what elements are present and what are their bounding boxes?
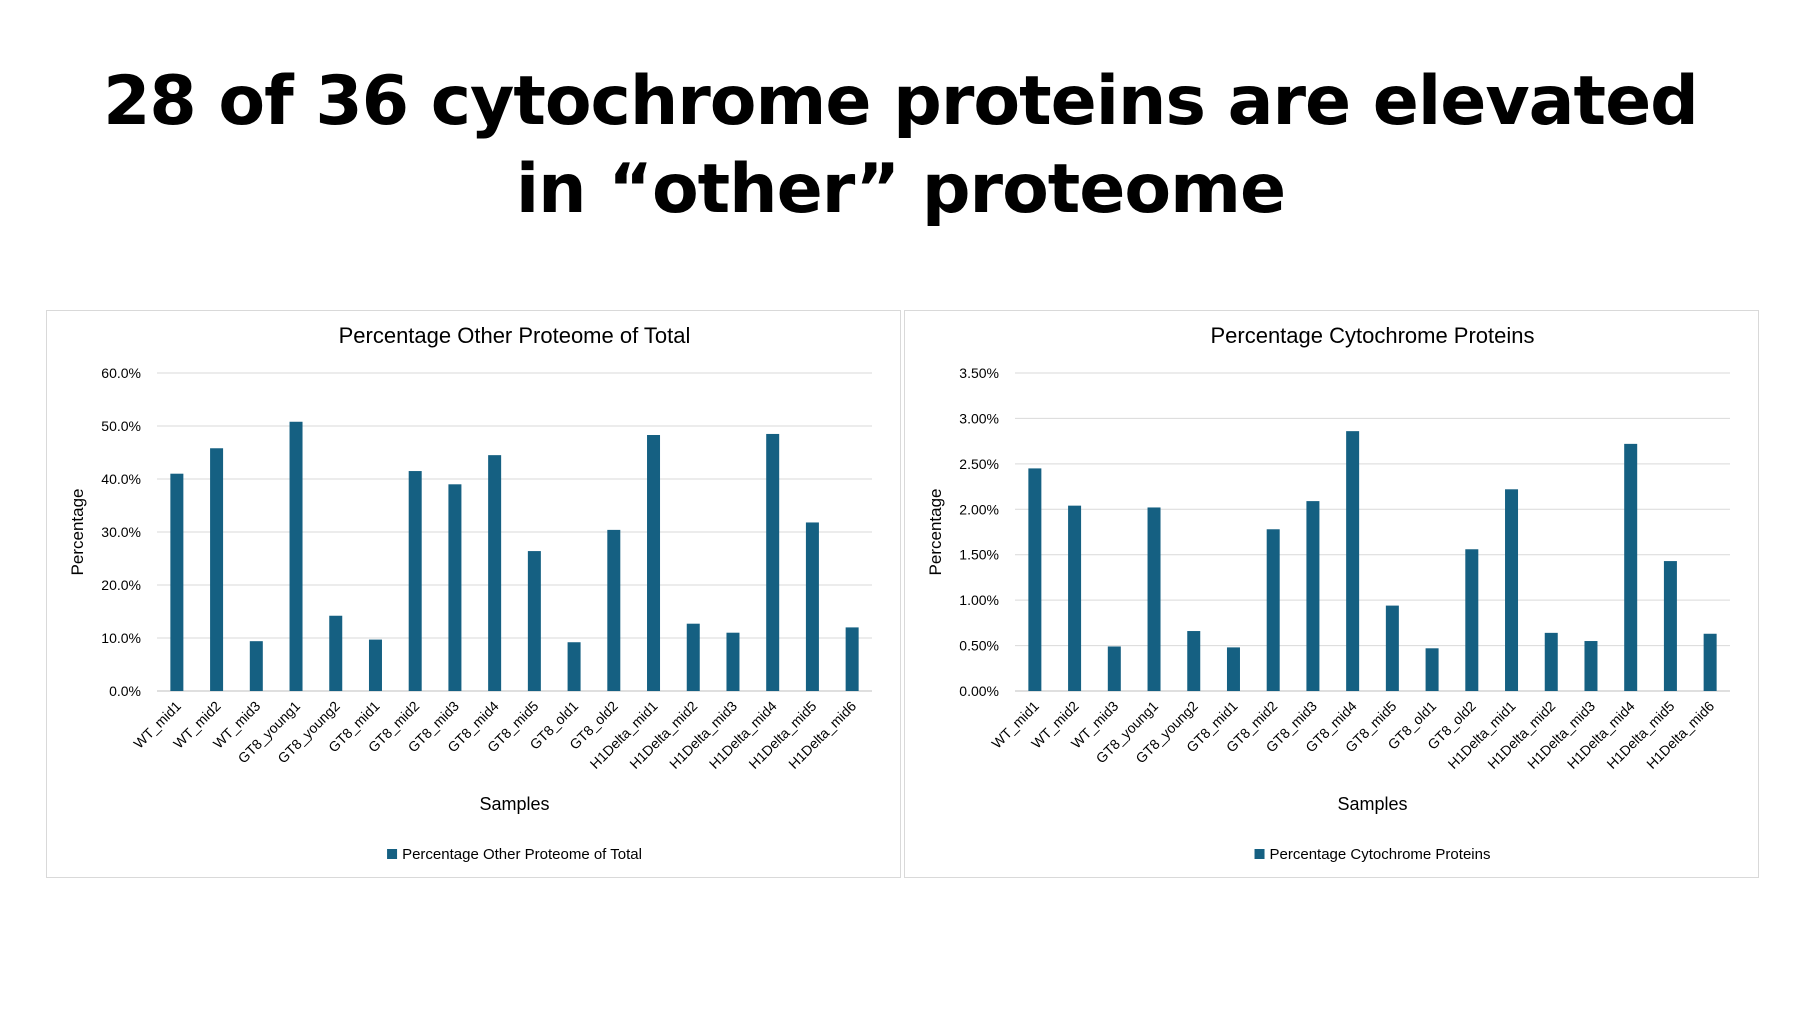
x-axis-label: Samples — [1337, 794, 1407, 814]
bar-gt8-old2 — [1465, 549, 1479, 691]
y-tick-label: 1.50% — [959, 547, 999, 563]
bar-h1delta-mid5 — [1663, 561, 1677, 691]
bar-gt8-mid5 — [527, 551, 541, 691]
y-tick-label: 0.50% — [959, 638, 999, 654]
bar-wt-mid3 — [1107, 646, 1121, 691]
chart-title: Percentage Cytochrome Proteins — [1210, 323, 1534, 348]
bar-wt-mid3 — [249, 641, 263, 691]
bar-h1delta-mid3 — [1584, 641, 1598, 691]
y-axis-label: Percentage — [926, 489, 945, 576]
chart-cytochrome: Percentage Cytochrome Proteins 0.00% 0.50%… — [926, 323, 1730, 863]
bar-wt-mid2 — [210, 448, 224, 691]
bar-gt8-old1 — [567, 642, 581, 691]
bar-gt8-mid1 — [1226, 647, 1240, 691]
chart-panel-cytochrome: Percentage Cytochrome Proteins 0.00% 0.50%… — [904, 310, 1759, 878]
slide-title-line2: in “other” proteome — [515, 150, 1286, 229]
y-tick-label: 3.50% — [959, 365, 999, 381]
bar-gt8-young2 — [1187, 631, 1201, 691]
bar-gt8-mid3 — [1306, 501, 1320, 691]
bar-h1delta-mid1 — [647, 435, 661, 691]
y-tick-label: 2.50% — [959, 456, 999, 472]
chart-other-proteome: Percentage Other Proteome of Total 0.0% 10… — [68, 323, 872, 863]
y-tick-label: 30.0% — [101, 524, 141, 540]
bar-gt8-young2 — [329, 615, 343, 691]
bar-h1delta-mid1 — [1505, 489, 1519, 691]
bar-h1delta-mid4 — [1624, 443, 1638, 691]
y-tick-label: 40.0% — [101, 471, 141, 487]
legend-label: Percentage Cytochrome Proteins — [1270, 846, 1491, 863]
bar-h1delta-mid2 — [686, 623, 700, 691]
y-tick-label: 0.00% — [959, 683, 999, 699]
bar-gt8-mid1 — [368, 639, 382, 691]
bar-h1delta-mid2 — [1544, 632, 1558, 691]
x-axis-label: Samples — [479, 794, 549, 814]
y-axis-label: Percentage — [68, 489, 87, 576]
y-tick-label: 3.00% — [959, 410, 999, 426]
bar-gt8-mid3 — [448, 484, 462, 691]
bar-gt8-mid2 — [408, 471, 422, 691]
y-tick-label: 10.0% — [101, 630, 141, 646]
y-tick-label: 20.0% — [101, 577, 141, 593]
bar-gt8-old2 — [607, 529, 621, 691]
y-tick-label: 60.0% — [101, 365, 141, 381]
bar-gt8-young1 — [1147, 507, 1161, 691]
bar-gt8-young1 — [289, 421, 303, 691]
y-tick-label: 1.00% — [959, 592, 999, 608]
y-tick-label: 2.00% — [959, 501, 999, 517]
slide-title: 28 of 36 cytochrome proteins are elevate… — [0, 58, 1801, 234]
bar-h1delta-mid6 — [845, 627, 859, 691]
bar-wt-mid1 — [170, 473, 184, 691]
bar-h1delta-mid3 — [726, 632, 740, 691]
slide-title-line1: 28 of 36 cytochrome proteins are elevate… — [103, 62, 1699, 141]
legend-label: Percentage Other Proteome of Total — [402, 846, 642, 863]
chart-panel-other-proteome: Percentage Other Proteome of Total 0.0% 10… — [46, 310, 901, 878]
bar-gt8-mid4 — [1346, 431, 1360, 691]
bar-gt8-mid5 — [1385, 605, 1399, 691]
bar-gt8-mid4 — [488, 455, 502, 691]
bar-gt8-mid2 — [1266, 529, 1280, 691]
bar-h1delta-mid5 — [805, 522, 819, 691]
bar-h1delta-mid4 — [766, 433, 780, 691]
legend-swatch — [387, 849, 398, 859]
y-tick-label: 50.0% — [101, 418, 141, 434]
bar-wt-mid1 — [1028, 468, 1042, 691]
legend-swatch — [1254, 849, 1265, 859]
bar-wt-mid2 — [1068, 505, 1082, 691]
bar-h1delta-mid6 — [1703, 633, 1717, 691]
chart-title: Percentage Other Proteome of Total — [339, 323, 691, 348]
y-tick-label: 0.0% — [109, 683, 141, 699]
bar-gt8-old1 — [1425, 648, 1439, 691]
